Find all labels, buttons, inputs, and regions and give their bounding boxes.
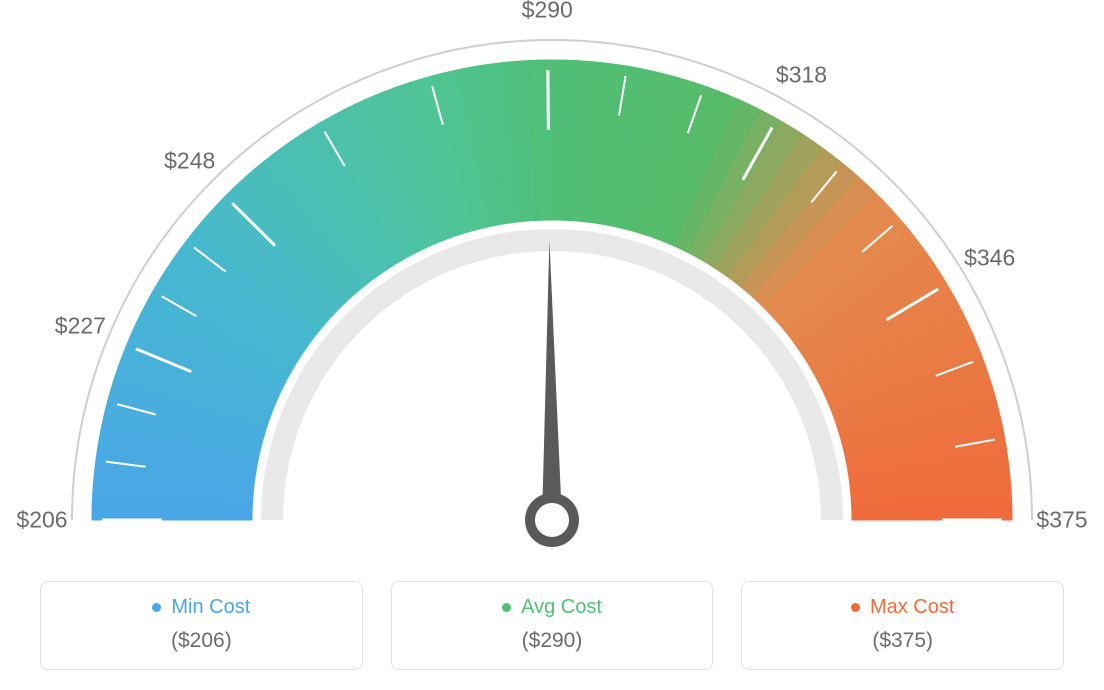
legend-label-min: Min Cost xyxy=(171,596,250,619)
legend-card-avg: Avg Cost ($290) xyxy=(391,581,714,670)
legend-dot-min xyxy=(152,603,161,612)
gauge-tick-label: $227 xyxy=(55,312,106,339)
chart-container: $206 $227 $248 $290 $318 $346 $375 Min Cost ($… xyxy=(0,0,1104,690)
gauge-area: $206 $227 $248 $290 $318 $346 $375 xyxy=(0,0,1104,560)
legend-row: Min Cost ($206) Avg Cost ($290) Max Cost… xyxy=(40,581,1064,670)
gauge-tick-label: $206 xyxy=(16,507,67,534)
gauge-tick-label: $318 xyxy=(776,62,827,89)
legend-label-avg: Avg Cost xyxy=(521,596,602,619)
gauge-needle xyxy=(542,240,562,520)
gauge-needle-hub xyxy=(530,498,574,542)
gauge-tick-label: $290 xyxy=(522,0,573,24)
legend-dot-max xyxy=(851,603,860,612)
legend-title-min: Min Cost xyxy=(152,596,250,619)
legend-value-max: ($375) xyxy=(742,629,1063,653)
legend-title-max: Max Cost xyxy=(851,596,954,619)
legend-card-min: Min Cost ($206) xyxy=(40,581,363,670)
legend-title-avg: Avg Cost xyxy=(502,596,602,619)
gauge-tick-label: $248 xyxy=(164,148,215,175)
gauge-tick-label: $375 xyxy=(1036,507,1087,534)
legend-card-max: Max Cost ($375) xyxy=(741,581,1064,670)
legend-label-max: Max Cost xyxy=(870,596,954,619)
legend-value-min: ($206) xyxy=(41,629,362,653)
legend-dot-avg xyxy=(502,603,511,612)
legend-value-avg: ($290) xyxy=(392,629,713,653)
gauge-tick-label: $346 xyxy=(964,245,1015,272)
gauge-svg xyxy=(0,0,1104,560)
